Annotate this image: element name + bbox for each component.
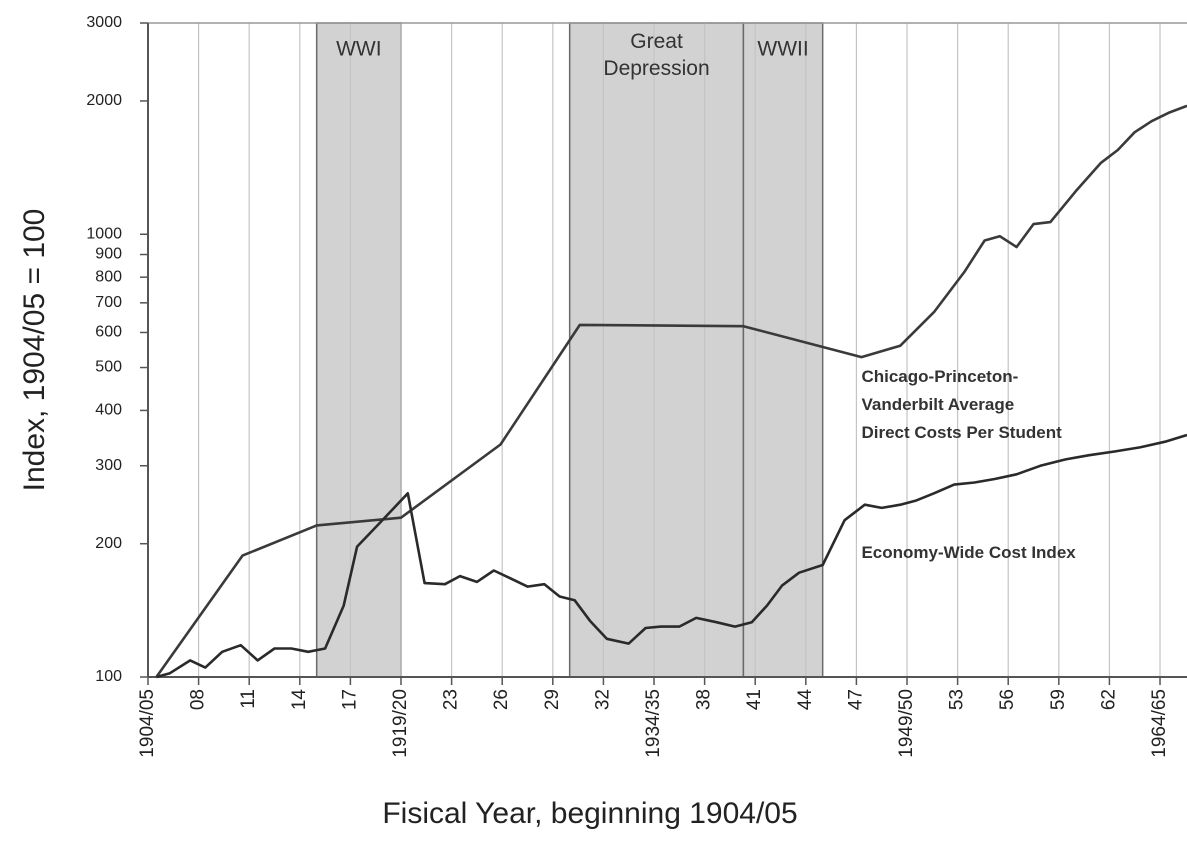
- x-tick-label: 59: [1048, 689, 1069, 710]
- x-tick-label: 56: [997, 689, 1018, 710]
- x-tick-label: 23: [441, 689, 462, 710]
- y-tick-label: 400: [95, 402, 122, 419]
- x-axis-title: Fisical Year, beginning 1904/05: [382, 797, 797, 830]
- x-tick-label: 1964/65: [1149, 689, 1170, 758]
- x-tick-label: 08: [188, 689, 209, 710]
- y-tick-label: 500: [95, 359, 122, 376]
- x-tick-label: 38: [694, 689, 715, 710]
- y-axis-title: Index, 1904/05 = 100: [18, 209, 51, 492]
- x-tick-label: 1949/50: [896, 689, 917, 758]
- x-tick-label: 53: [947, 689, 968, 710]
- x-tick-label: 41: [744, 689, 765, 710]
- series-annotation: Economy-Wide Cost Index: [861, 543, 1076, 562]
- shaded-period: [315, 22, 402, 678]
- period-label-line: Depression: [603, 57, 709, 80]
- x-tick-label: 62: [1098, 689, 1119, 710]
- x-tick-label: 32: [592, 689, 613, 710]
- y-tick-label: 2000: [86, 92, 122, 109]
- x-tick-label: 17: [339, 689, 360, 710]
- period-label: Great Depression: [603, 30, 709, 80]
- series-line: [156, 433, 1187, 679]
- x-tick-label: 29: [542, 689, 563, 710]
- y-tick-label: 1000: [86, 225, 122, 242]
- x-tick-label: 1934/35: [643, 689, 664, 758]
- y-tick-label: 300: [95, 457, 122, 474]
- y-tick-label: 200: [95, 535, 122, 552]
- series-annotation: Vanderbilt Average: [861, 395, 1014, 414]
- y-tick-label: 100: [95, 668, 122, 685]
- x-tick-label: 1904/05: [137, 689, 158, 758]
- x-tick-label: 26: [491, 689, 512, 710]
- x-tick-label: 11: [238, 689, 259, 709]
- period-label-line: Great: [630, 30, 683, 53]
- y-tick-label: 900: [95, 246, 122, 263]
- shaded-period: [568, 22, 745, 678]
- y-tick-label: 700: [95, 294, 122, 311]
- period-label: WWI: [336, 38, 381, 61]
- period-label: WWII: [757, 38, 808, 61]
- y-tick-label: 800: [95, 268, 122, 285]
- y-tick-label: 600: [95, 324, 122, 341]
- series-line: [155, 104, 1187, 678]
- series-annotation: Direct Costs Per Student: [861, 423, 1062, 442]
- x-tick-label: 14: [289, 689, 310, 711]
- y-tick-label: 3000: [86, 14, 122, 31]
- series-annotation: Chicago-Princeton-: [861, 367, 1018, 386]
- x-tick-label: 47: [845, 689, 866, 710]
- x-tick-label: 1919/20: [390, 689, 411, 758]
- x-tick-label: 44: [795, 689, 816, 711]
